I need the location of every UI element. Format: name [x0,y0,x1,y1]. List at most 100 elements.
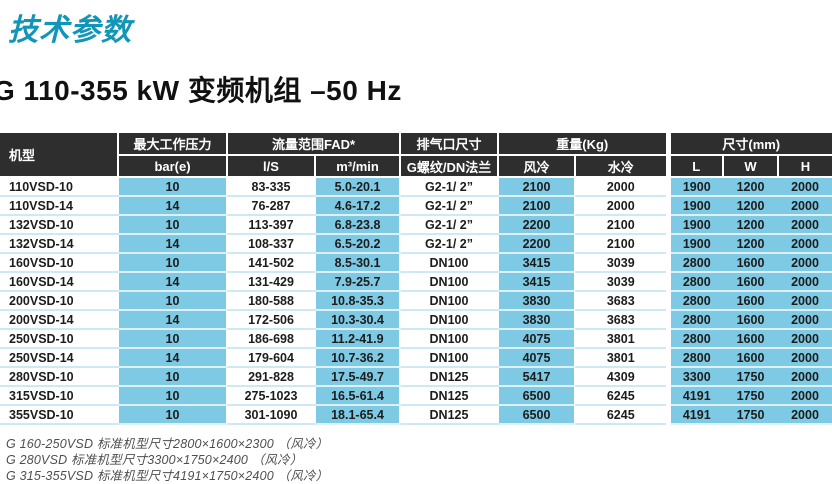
cell-model: 200VSD-14 [0,310,119,330]
footnote-1: G 160-250VSD 标准机型尺寸2800×1600×2300 （风冷） [6,437,329,451]
cell-dim-h: 2000 [778,196,832,216]
cell-dim-w: 1750 [723,386,778,406]
table-row: 110VSD-10 10 83-335 5.0-20.1 G2-1/ 2” 2100 200… [0,177,832,197]
cell-weight-water: 3039 [575,272,671,292]
cell-flow-m3min: 5.0-20.1 [315,177,401,197]
cell-pressure: 10 [118,367,228,387]
cell-dim-l: 1900 [668,234,723,254]
cell-dim-w: 1200 [723,177,778,197]
table-row: 160VSD-10 10 141-502 8.5-30.1 DN100 3415 3039 2… [0,253,832,273]
cell-outlet: DN100 [400,348,499,368]
cell-model: 280VSD-10 [0,367,119,387]
cell-flow-m3min: 16.5-61.4 [315,386,401,406]
cell-dim-l: 4191 [668,386,723,406]
cell-flow-ls: 108-337 [227,234,316,254]
cell-pressure: 14 [118,196,228,216]
cell-flow-m3min: 10.3-30.4 [315,310,401,330]
header-weight-water: 水冷 [575,155,671,178]
cell-weight-air: 2100 [498,196,576,216]
cell-pressure: 10 [118,405,228,425]
cell-pressure: 14 [118,234,228,254]
cell-flow-ls: 172-506 [227,310,316,330]
cell-model: 315VSD-10 [0,386,119,406]
cell-flow-m3min: 10.8-35.3 [315,291,401,311]
cell-dim-l: 2800 [668,329,723,349]
header-weight-air: 风冷 [498,155,576,178]
cell-weight-water: 2100 [575,234,671,254]
cell-dim-l: 1900 [668,215,723,235]
header-dims-group: 尺寸(mm) [668,133,832,156]
cell-flow-ls: 141-502 [227,253,316,273]
cell-dim-w: 1200 [723,196,778,216]
cell-weight-water: 4309 [575,367,671,387]
cell-flow-m3min: 6.8-23.8 [315,215,401,235]
cell-outlet: DN100 [400,291,499,311]
cell-weight-air: 2200 [498,215,576,235]
page-title: 技术参数 [8,14,132,47]
table-row: 250VSD-14 14 179-604 10.7-36.2 DN100 4075 3801… [0,348,832,368]
header-outlet-group: 排气口尺寸 [400,133,499,156]
cell-flow-m3min: 11.2-41.9 [315,329,401,349]
cell-flow-ls: 291-828 [227,367,316,387]
cell-dim-l: 2800 [668,272,723,292]
cell-pressure: 10 [118,177,228,197]
cell-flow-m3min: 7.9-25.7 [315,272,401,292]
cell-outlet: DN100 [400,310,499,330]
cell-weight-air: 3415 [498,272,576,292]
cell-model: 132VSD-14 [0,234,119,254]
cell-dim-h: 2000 [778,177,832,197]
cell-dim-w: 1600 [723,253,778,273]
cell-pressure: 10 [118,253,228,273]
cell-dim-h: 2000 [778,329,832,349]
header-flow-group: 流量范围FAD* [227,133,401,156]
cell-dim-h: 2000 [778,310,832,330]
cell-flow-m3min: 6.5-20.2 [315,234,401,254]
header-pressure-group: 最大工作压力 [118,133,228,156]
cell-dim-h: 2000 [778,253,832,273]
cell-weight-water: 6245 [575,405,671,425]
table-header: 机型 最大工作压力 流量范围FAD* 排气口尺寸 重量(Kg) 尺寸(mm) b… [0,133,832,178]
cell-flow-ls: 186-698 [227,329,316,349]
cell-flow-ls: 275-1023 [227,386,316,406]
header-outlet-unit: G螺纹/DN法兰 [400,155,499,178]
cell-weight-air: 4075 [498,348,576,368]
cell-flow-ls: 131-429 [227,272,316,292]
table-row: 250VSD-10 10 186-698 11.2-41.9 DN100 4075 3801… [0,329,832,349]
cell-model: 160VSD-14 [0,272,119,292]
cell-weight-air: 5417 [498,367,576,387]
cell-dim-l: 2800 [668,291,723,311]
table-row: 280VSD-10 10 291-828 17.5-49.7 DN125 5417 4309… [0,367,832,387]
cell-pressure: 14 [118,272,228,292]
cell-dim-w: 1200 [723,234,778,254]
cell-weight-water: 2100 [575,215,671,235]
cell-dim-l: 2800 [668,253,723,273]
cell-dim-w: 1750 [723,367,778,387]
cell-flow-ls: 301-1090 [227,405,316,425]
table-row: 132VSD-10 10 113-397 6.8-23.8 G2-1/ 2” 2200 21… [0,215,832,235]
cell-model: 132VSD-10 [0,215,119,235]
cell-flow-m3min: 4.6-17.2 [315,196,401,216]
header-weight-group: 重量(Kg) [498,133,671,156]
cell-dim-w: 1600 [723,329,778,349]
header-dim-h: H [778,155,832,178]
cell-dim-h: 2000 [778,386,832,406]
cell-weight-air: 6500 [498,405,576,425]
cell-dim-h: 2000 [778,234,832,254]
table-row: 200VSD-14 14 172-506 10.3-30.4 DN100 3830 3683… [0,310,832,330]
cell-model: 250VSD-14 [0,348,119,368]
cell-dim-l: 1900 [668,177,723,197]
cell-weight-water: 3683 [575,291,671,311]
footnote-3: G 315-355VSD 标准机型尺寸4191×1750×2400 （风冷） [6,469,329,483]
cell-weight-air: 3830 [498,291,576,311]
cell-outlet: DN125 [400,367,499,387]
cell-pressure: 10 [118,215,228,235]
cell-dim-h: 2000 [778,215,832,235]
cell-flow-ls: 179-604 [227,348,316,368]
cell-dim-h: 2000 [778,405,832,425]
cell-weight-water: 3039 [575,253,671,273]
cell-dim-h: 2000 [778,272,832,292]
spec-table: 机型 最大工作压力 流量范围FAD* 排气口尺寸 重量(Kg) 尺寸(mm) b… [0,133,832,425]
cell-dim-h: 2000 [778,367,832,387]
cell-flow-m3min: 10.7-36.2 [315,348,401,368]
cell-dim-w: 1600 [723,291,778,311]
